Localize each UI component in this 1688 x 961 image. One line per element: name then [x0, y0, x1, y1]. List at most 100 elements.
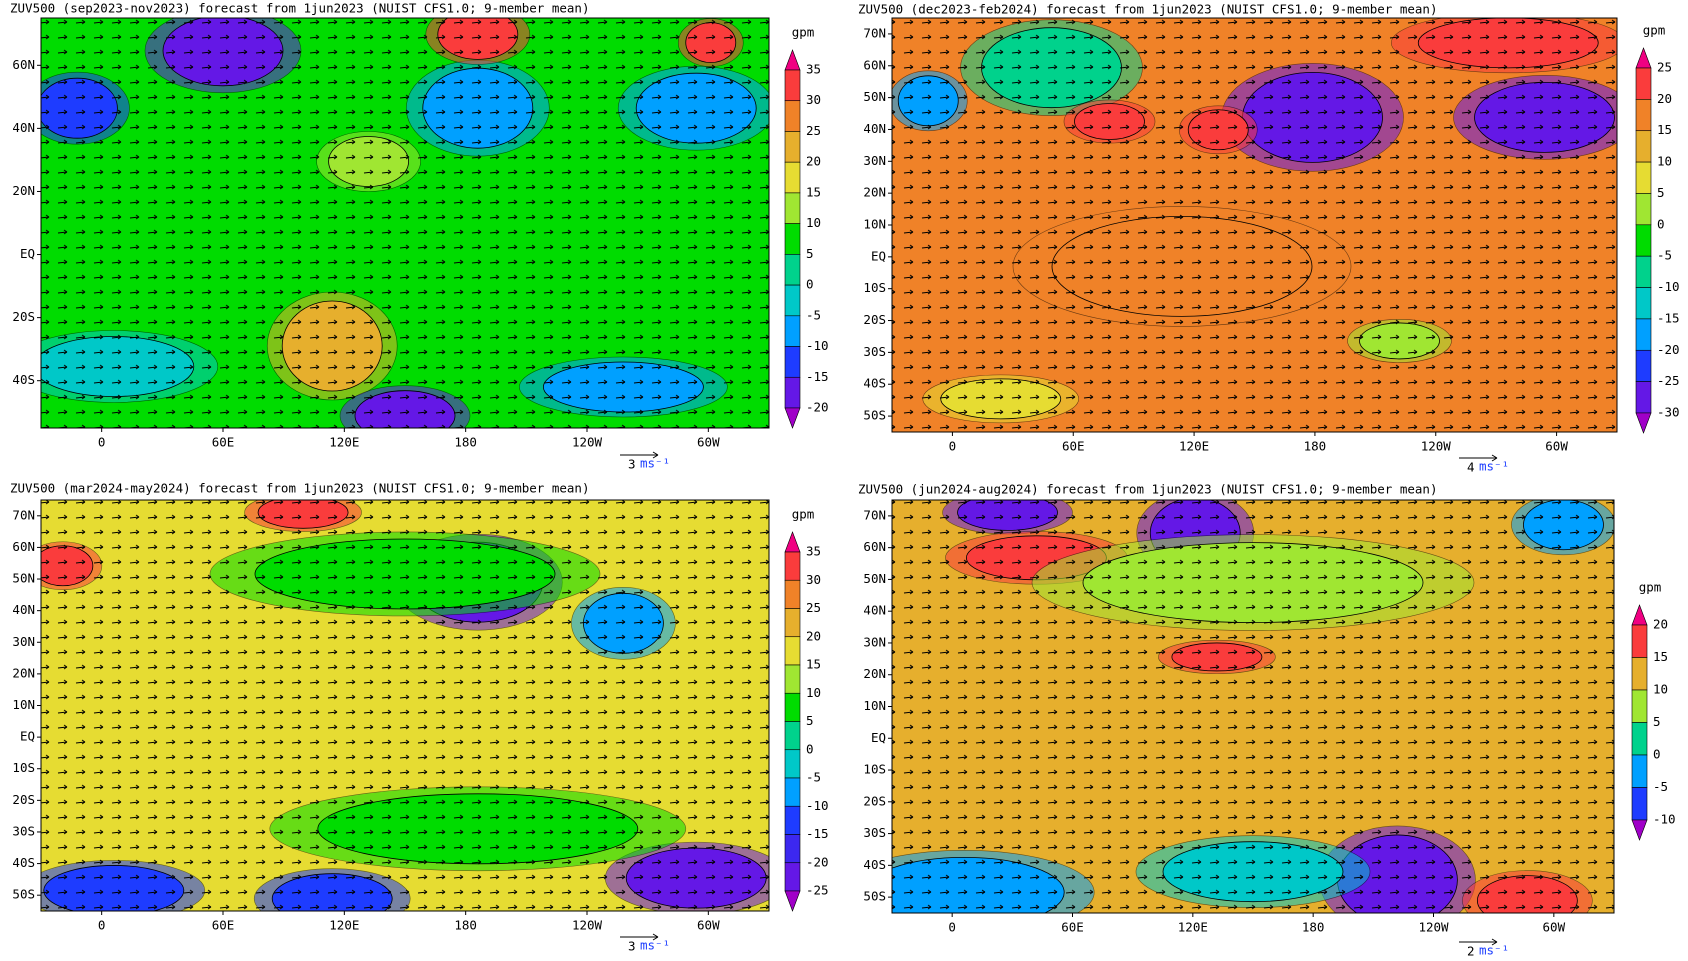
lon-label: 120E [329, 435, 359, 450]
colorbar-band [1635, 161, 1652, 194]
colorbar-cap-top [784, 49, 801, 71]
lon-label: 120W [572, 435, 603, 450]
lon-label: 180 [1304, 439, 1327, 454]
colorbar-band [784, 315, 801, 347]
lat-label: 70N [863, 507, 886, 522]
colorbar-band [1635, 255, 1652, 288]
colorbar-band [784, 692, 801, 722]
colorbar-label: 25 [806, 123, 821, 138]
lat-label: 60N [863, 539, 886, 554]
colorbar-label: -25 [806, 883, 829, 898]
colorbar-label: 25 [806, 600, 821, 615]
lon-label: 60E [212, 918, 235, 933]
colorbar-band [784, 862, 801, 892]
lat-label: 20N [863, 666, 886, 681]
colorbar-band [784, 192, 801, 224]
colorbar-label: 15 [1653, 649, 1668, 664]
lat-label: 10N [12, 697, 35, 712]
colorbar-cap-bottom [784, 407, 801, 429]
lon-label: 60E [1061, 920, 1084, 935]
colorbar-label: -20 [1657, 342, 1680, 357]
colorbar-band [1635, 193, 1652, 226]
map-area [41, 18, 769, 428]
colorbar-band [784, 579, 801, 609]
reference-arrow-head [1491, 938, 1498, 946]
lat-label: 20S [12, 792, 35, 807]
colorbar-band [784, 161, 801, 194]
lat-label: 50N [12, 571, 35, 586]
lon-label: 0 [948, 920, 956, 935]
colorbar-band [784, 777, 801, 807]
colorbar-band [784, 376, 801, 409]
map-panel: ZUV500 (mar2024-may2024) forecast from 1… [10, 481, 829, 954]
reference-value: 3 [628, 939, 636, 954]
colorbar-unit: gpm [1643, 23, 1666, 38]
lat-label: EQ [20, 246, 35, 261]
colorbar-label: -10 [1657, 279, 1680, 294]
colorbar-band [1631, 754, 1648, 788]
lat-label: 40S [12, 855, 35, 870]
lon-label: 120E [1178, 920, 1208, 935]
colorbar-band [1631, 624, 1648, 658]
colorbar-label: -10 [806, 798, 829, 813]
lat-label: 40N [863, 121, 886, 136]
lon-label: 180 [1302, 920, 1325, 935]
colorbar-band [1631, 787, 1648, 821]
map-panel: ZUV500 (dec2023-feb2024) forecast from 1… [858, 2, 1680, 475]
lon-label: 180 [454, 918, 477, 933]
map-area [892, 18, 1617, 432]
lat-label: 20S [12, 309, 35, 324]
lat-label: 70N [12, 507, 35, 522]
panel-title: ZUV500 (sep2023-nov2023) forecast from 1… [10, 1, 589, 16]
lat-label: 10N [863, 217, 886, 232]
lat-label: 10S [863, 762, 886, 777]
lat-label: 30N [12, 634, 35, 649]
colorbar-label: -15 [806, 369, 829, 384]
colorbar-band [1635, 381, 1652, 414]
colorbar-cap-top [1635, 47, 1652, 69]
colorbar-band [784, 664, 801, 694]
colorbar-label: 5 [806, 713, 814, 728]
colorbar-band [784, 636, 801, 666]
lat-label: 70N [863, 25, 886, 40]
lat-label: 20S [863, 793, 886, 808]
lon-label: 60W [697, 435, 720, 450]
reference-value: 2 [1467, 944, 1475, 958]
colorbar-band [784, 608, 801, 638]
lon-label: 120W [1421, 439, 1452, 454]
colorbar-label: 0 [1653, 747, 1661, 762]
lat-label: EQ [871, 248, 886, 263]
colorbar-label: -5 [1653, 779, 1668, 794]
panel-title: ZUV500 (mar2024-may2024) forecast from 1… [10, 481, 589, 496]
lat-label: 20N [863, 185, 886, 200]
lat-label: EQ [20, 729, 35, 744]
colorbar-label: 20 [806, 154, 821, 169]
colorbar-label: -5 [806, 770, 821, 785]
lat-label: 60N [12, 57, 35, 72]
lat-label: 10S [863, 280, 886, 295]
lon-label: 180 [454, 435, 477, 450]
colorbar-band [784, 100, 801, 132]
lon-label: 120E [1179, 439, 1209, 454]
wind-vectors [892, 18, 1617, 432]
colorbar-band [1635, 318, 1652, 351]
colorbar-label: 35 [806, 544, 821, 559]
lon-label: 60W [1543, 920, 1566, 935]
reference-unit: ms⁻¹ [640, 938, 670, 953]
colorbar-label: 0 [1657, 216, 1665, 231]
colorbar-label: 0 [806, 741, 814, 756]
lon-label: 60E [212, 435, 235, 450]
colorbar-label: 10 [806, 685, 821, 700]
lat-label: 10S [12, 760, 35, 775]
colorbar-cap-bottom [784, 890, 801, 912]
colorbar-band [784, 346, 801, 378]
colorbar-label: 0 [806, 277, 814, 292]
lon-label: 60E [1062, 439, 1085, 454]
colorbar-band [784, 551, 801, 581]
colorbar-cap-bottom [1635, 412, 1652, 434]
colorbar-unit: gpm [1639, 580, 1662, 595]
reference-arrow-head [1491, 454, 1498, 462]
colorbar-band [1635, 130, 1652, 163]
colorbar-label: -10 [806, 338, 829, 353]
